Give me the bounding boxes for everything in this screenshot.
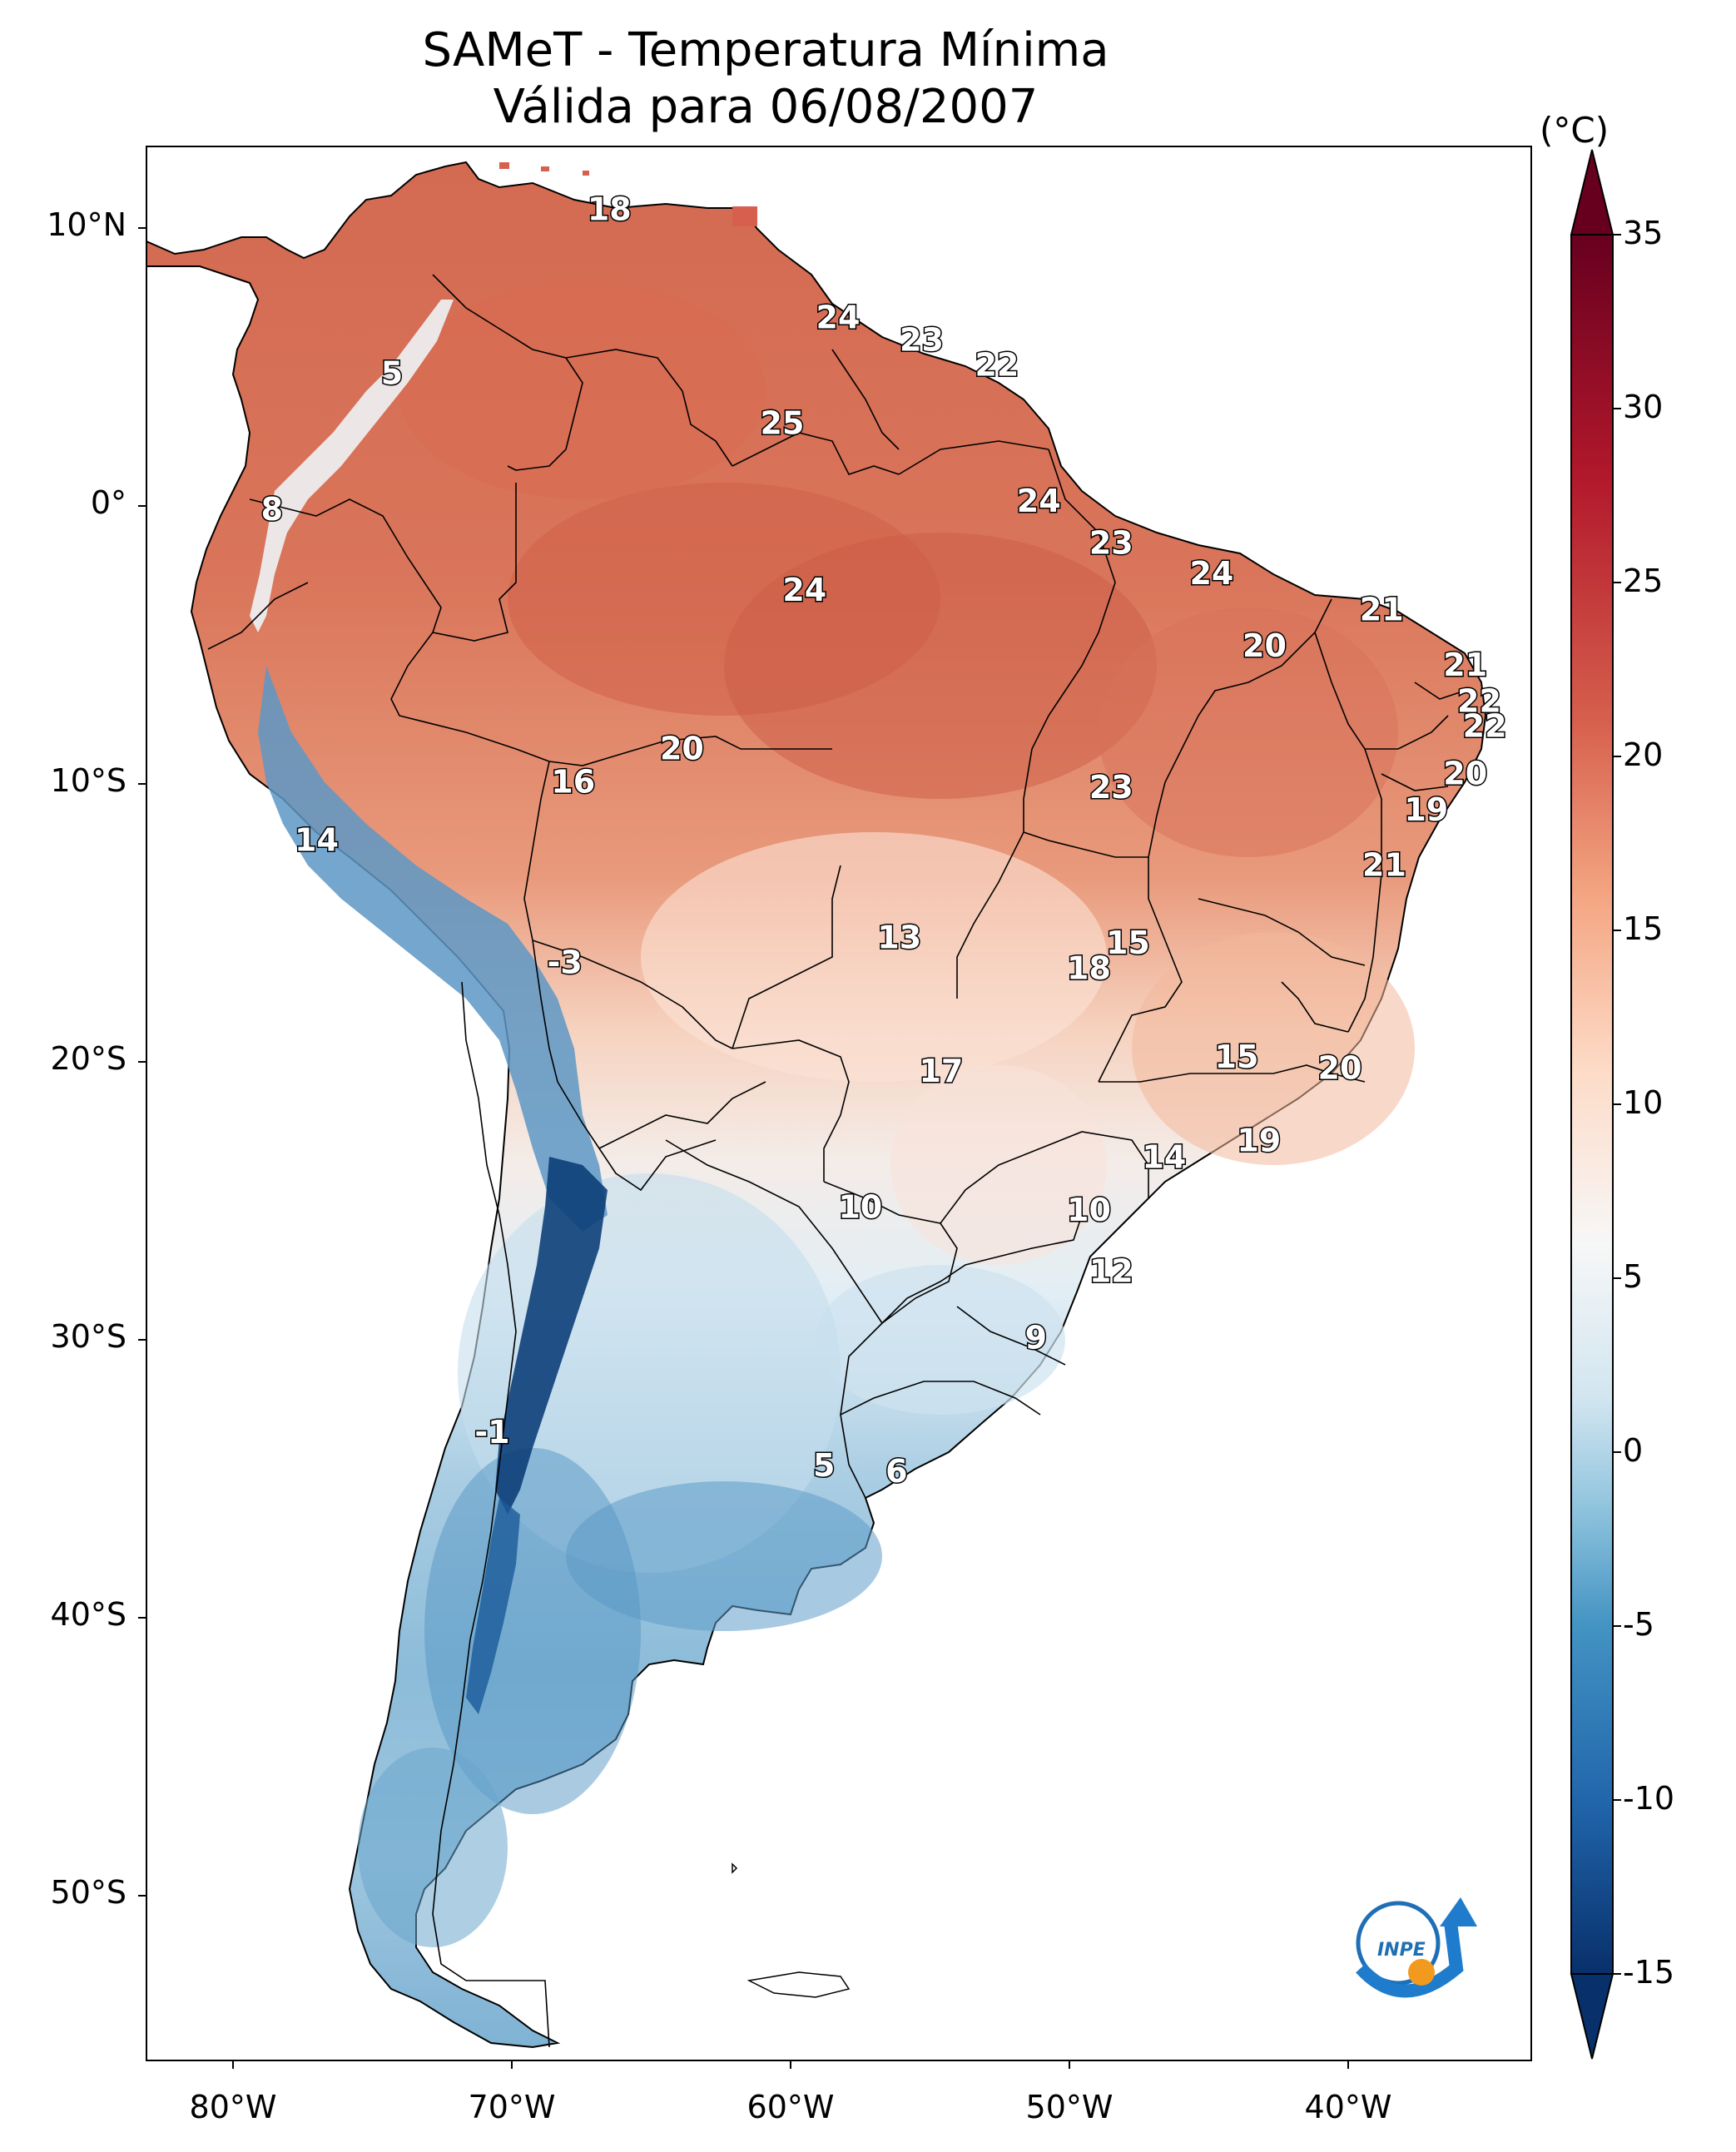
station-value-label: 19 <box>1237 1122 1281 1158</box>
lat-label-20s: 20°S <box>50 1040 126 1077</box>
station-value-label: 24 <box>1189 555 1233 592</box>
colorbar-tick-minus5: -5 <box>1623 1606 1654 1643</box>
station-value-label: 25 <box>761 405 805 442</box>
colorbar-tick-0: 0 <box>1623 1432 1644 1469</box>
station-value-label: 22 <box>975 347 1019 384</box>
station-value-label: 20 <box>1443 756 1487 792</box>
station-value-label: 23 <box>900 321 944 358</box>
colorbar-tick-15: 15 <box>1623 910 1664 947</box>
lon-label-70w: 70°W <box>468 2089 556 2125</box>
station-value-label: 18 <box>588 191 632 228</box>
regional-color-patches <box>358 283 1415 1947</box>
lon-label-60w: 60°W <box>746 2089 835 2125</box>
colorbar-top-extension <box>1570 149 1614 236</box>
map-frame <box>146 146 1532 2061</box>
station-value-label: 21 <box>1362 847 1406 884</box>
station-value-label: 19 <box>1404 791 1448 828</box>
station-value-label: 20 <box>660 730 704 766</box>
station-value-label: 24 <box>1017 483 1061 519</box>
lat-label-10n: 10°N <box>47 206 126 243</box>
station-value-label: 9 <box>1025 1320 1047 1356</box>
station-value-label: 12 <box>1089 1252 1133 1289</box>
colorbar-tick-5: 5 <box>1623 1258 1644 1295</box>
lat-label-50s: 50°S <box>50 1874 126 1911</box>
station-value-label: 23 <box>1089 524 1133 561</box>
station-value-label: 21 <box>1360 591 1404 627</box>
colorbar <box>1570 149 1621 2060</box>
svg-text:INPE: INPE <box>1377 1940 1426 1961</box>
station-value-label: 6 <box>885 1453 907 1490</box>
station-value-label: 20 <box>1242 627 1287 664</box>
station-value-label: 18 <box>1067 950 1111 986</box>
station-value-label: 21 <box>1443 647 1487 683</box>
andes-cold-band <box>250 300 608 1714</box>
colorbar-tick-35: 35 <box>1623 215 1664 251</box>
colorbar-bottom-extension <box>1570 1973 1614 2060</box>
station-value-label: 24 <box>782 572 826 608</box>
colorbar-tick-25: 25 <box>1623 563 1664 599</box>
colorbar-gradient <box>1570 234 1614 1975</box>
station-value-label: 14 <box>1142 1138 1186 1175</box>
station-value-label: 15 <box>1215 1039 1259 1075</box>
colorbar-tick-minus15: -15 <box>1623 1954 1675 1991</box>
station-value-label: 23 <box>1089 769 1133 806</box>
lat-label-40s: 40°S <box>50 1596 126 1633</box>
station-value-label: -1 <box>474 1414 509 1450</box>
country-borders <box>207 274 1466 2048</box>
offshore-features <box>499 162 851 1998</box>
map-title: SAMeT - Temperatura Mínima <box>422 23 1109 77</box>
lat-label-0: 0° <box>90 484 126 521</box>
map-subtitle: Válida para 06/08/2007 <box>493 80 1039 134</box>
station-value-label: 24 <box>816 300 861 336</box>
station-value-label: 5 <box>381 355 403 392</box>
colorbar-tick-20: 20 <box>1623 736 1664 773</box>
colorbar-tick-minus10: -10 <box>1623 1780 1675 1817</box>
lat-label-30s: 30°S <box>50 1318 126 1355</box>
lon-label-80w: 80°W <box>189 2089 277 2125</box>
axis-ticks <box>138 227 1349 2069</box>
colorbar-unit: (°C) <box>1540 110 1610 151</box>
station-value-label: 10 <box>838 1189 882 1226</box>
station-value-label: 15 <box>1106 925 1150 961</box>
colorbar-tick-10: 10 <box>1623 1084 1664 1121</box>
station-value-label: 17 <box>919 1053 963 1089</box>
station-value-label: 20 <box>1318 1050 1362 1087</box>
lon-label-50w: 50°W <box>1025 2089 1114 2125</box>
station-value-label: 13 <box>877 920 921 956</box>
station-value-label: 8 <box>261 491 283 528</box>
station-value-label: 16 <box>551 764 595 801</box>
colorbar-tick-30: 30 <box>1623 389 1664 425</box>
station-value-label: 22 <box>1463 708 1507 745</box>
station-value-label: 22 <box>1457 683 1501 720</box>
station-value-label: -3 <box>548 945 583 981</box>
inpe-logo: INPE <box>1356 1897 1477 1998</box>
station-value-label: 14 <box>295 822 339 859</box>
lat-label-10s: 10°S <box>50 762 126 799</box>
station-value-label: 5 <box>813 1447 835 1484</box>
station-value-label: 10 <box>1067 1192 1111 1228</box>
lon-label-40w: 40°W <box>1304 2089 1392 2125</box>
